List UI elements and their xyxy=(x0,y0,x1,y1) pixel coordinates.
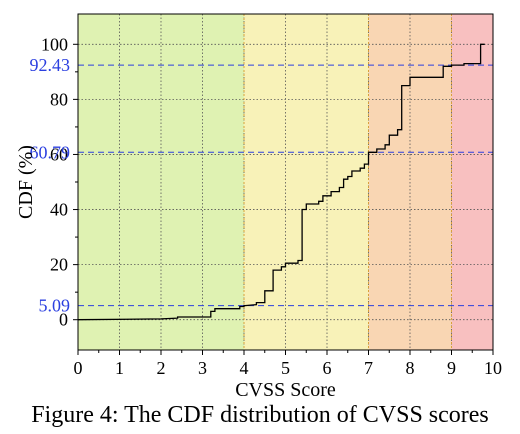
severity-band xyxy=(451,14,493,350)
x-tick-label: 0 xyxy=(74,358,83,378)
reference-label: 5.09 xyxy=(39,296,71,316)
x-tick-label: 10 xyxy=(484,358,502,378)
y-tick-label: 0 xyxy=(59,310,68,330)
y-tick-label: 80 xyxy=(50,89,68,109)
x-tick-label: 6 xyxy=(323,358,332,378)
cdf-chart: 0 1 2 3 4 5 6 7 8 9 100204060801005.0960.7992.43CV… xyxy=(15,13,502,400)
x-tick-label: 7 xyxy=(364,358,373,378)
x-tick-label: 9 xyxy=(447,358,456,378)
y-tick-label: 100 xyxy=(41,34,68,54)
cdf-line xyxy=(77,43,485,321)
reference-label: 60.79 xyxy=(30,142,71,162)
x-tick-label: 3 xyxy=(198,358,207,378)
y-tick-label: 20 xyxy=(50,255,68,275)
x-tick-label: 2 xyxy=(157,358,166,378)
x-tick-label: 4 xyxy=(240,358,249,378)
x-tick-label: 1 xyxy=(115,358,124,378)
x-tick-label: 8 xyxy=(406,358,415,378)
figure-caption: Figure 4: The CDF distribution of CVSS s… xyxy=(31,402,489,428)
severity-band xyxy=(244,14,369,350)
y-tick-label: 40 xyxy=(50,200,68,220)
x-axis-title: CVSS Score xyxy=(235,379,336,400)
y-axis-title: CDF (%) xyxy=(15,145,37,219)
reference-label: 92.43 xyxy=(30,55,71,75)
x-tick-label: 5 xyxy=(281,358,290,378)
y-tick-label: 60 xyxy=(50,144,68,164)
